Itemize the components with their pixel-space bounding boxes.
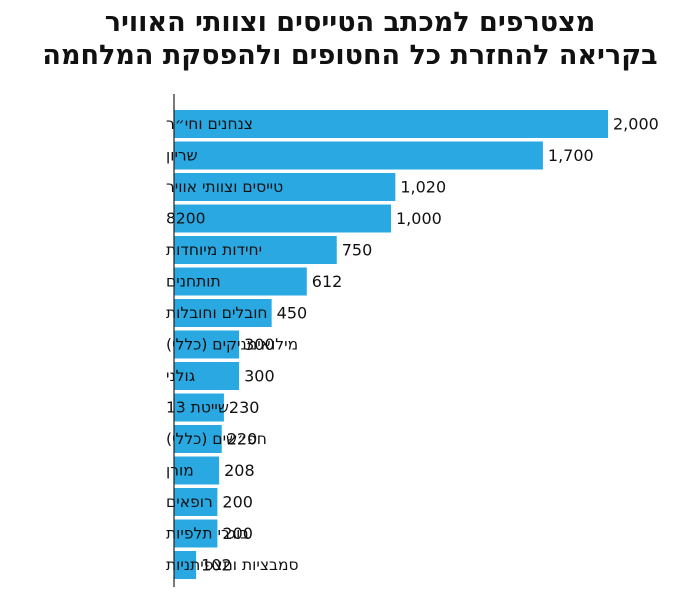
category-label: חפ״שים (כללי) [166, 430, 267, 448]
bar [174, 393, 224, 422]
value-label: 300 [244, 367, 275, 386]
chart-title: מצטרפים למכתב הטייסים וצוותי האוויר בקרי… [0, 6, 700, 72]
category-label: מילואימניקים (כללי) [166, 336, 298, 354]
chart-title-line-1: מצטרפים למכתב הטייסים וצוותי האוויר [104, 7, 596, 38]
category-label: שייטת 13 [166, 399, 229, 417]
category-label: טייסים וצוותי אוויר [166, 178, 283, 196]
value-label: 200 [222, 493, 253, 512]
value-label: 750 [342, 241, 373, 260]
category-label: 8200 [166, 210, 205, 228]
category-label: סמבציות ותצפיתניות [166, 556, 299, 574]
bar [174, 236, 337, 264]
bar [174, 110, 608, 138]
bars-layer: צנחנים וחי״ר 2,000 שריון 1,700 טייסים וצוותי… [166, 110, 659, 579]
value-label: 208 [224, 461, 255, 480]
value-label: 230 [229, 398, 260, 417]
value-label: 450 [277, 304, 308, 323]
bar [174, 267, 307, 296]
category-label: בוגרי תלפיות [166, 525, 249, 543]
category-label: שריון [166, 147, 198, 165]
category-label: גולני [166, 367, 195, 385]
bar [174, 519, 218, 548]
category-label: יחידות מיוחדות [166, 241, 262, 259]
category-label: תותחנים [166, 273, 221, 291]
value-label: 300 [244, 335, 275, 354]
category-label: צנחנים וחי״ר [166, 115, 253, 133]
bar [174, 488, 218, 516]
bar [174, 299, 272, 327]
value-label: 2,000 [613, 115, 659, 134]
bar [174, 173, 396, 201]
value-label: 1,000 [396, 209, 442, 228]
value-label: 1,020 [400, 178, 446, 197]
bar [174, 204, 391, 233]
value-label: 102 [201, 556, 232, 575]
value-label: 200 [222, 524, 253, 543]
bar [174, 362, 240, 390]
bar [174, 551, 197, 579]
category-label: רופאים [166, 493, 213, 511]
value-label: 1,700 [548, 146, 594, 165]
value-label: 220 [227, 430, 258, 449]
bar [174, 456, 220, 485]
category-label: חובלים וחובלות [166, 304, 268, 322]
bar [174, 141, 543, 170]
value-label: 612 [312, 272, 343, 291]
category-label: מורן [166, 462, 194, 480]
bar [174, 425, 222, 453]
bar [174, 330, 240, 359]
chart-title-line-2: בקריאה להחזרת כל החטופים ולהפסקת המלחמה [42, 40, 658, 71]
